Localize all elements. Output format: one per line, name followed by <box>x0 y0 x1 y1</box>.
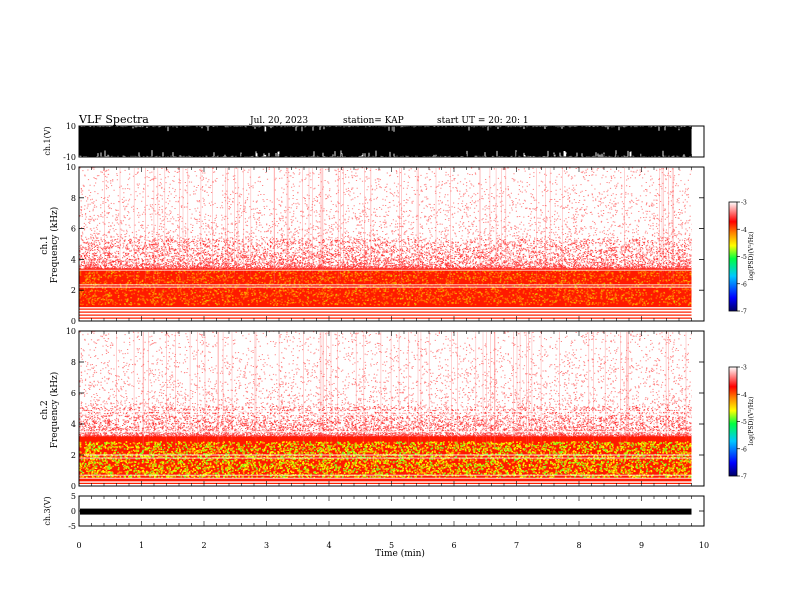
spectrogram-band-texture <box>80 269 693 306</box>
x-tick-label: 0 <box>76 541 81 550</box>
x-tick-label: 4 <box>326 541 331 550</box>
colorbar-ch2: -3 -4 -5 -6 -7 <box>728 365 747 481</box>
ch2-spectrogram-ylabel-channel: ch.2 <box>40 400 50 419</box>
x-tick-label: 8 <box>576 541 581 550</box>
y-tick-label: 6 <box>71 389 76 398</box>
x-tick-label: 5 <box>389 541 394 550</box>
ch3-waveform-ylabel: ch.3(V) <box>43 496 52 525</box>
spectrogram-noise-edge <box>79 238 693 270</box>
x-tick-label: 10 <box>699 541 709 550</box>
ch3-waveform-trace <box>80 508 692 515</box>
colorbar-tick-label: -4 <box>741 392 747 399</box>
colorbar-tick-label: -3 <box>741 200 747 207</box>
spectrogram-vertical-streaks <box>104 168 674 289</box>
colorbar-ch2-label: log(PSD)(V²/Hz) <box>748 397 755 446</box>
colorbar-tick-label: -7 <box>741 309 747 316</box>
ch1-spectrogram-ylabel-freq: Frequency (kHz) <box>49 207 60 284</box>
spectrogram-background-noise <box>79 166 693 270</box>
x-tick-label: 3 <box>264 541 269 550</box>
y-tick-label: -10 <box>63 153 76 162</box>
y-tick-label: 4 <box>71 420 76 429</box>
colorbar-ch1: -3 -4 -5 -6 -7 <box>728 200 747 316</box>
ch1-waveform-panel: 10 -10 <box>63 122 705 162</box>
station-label: station= KAP <box>343 116 404 126</box>
x-tick-label: 7 <box>514 541 519 550</box>
no-data-region <box>691 331 704 486</box>
y-tick-label: 6 <box>71 225 76 234</box>
date-label: Jul. 20, 2023 <box>249 116 308 126</box>
x-axis-label: Time (min) <box>375 548 425 559</box>
ch1-waveform-trace <box>79 126 692 157</box>
ch1-spectrogram-ylabel-channel: ch.1 <box>40 235 50 254</box>
colorbar-tick-label: -3 <box>741 365 747 372</box>
spectrogram-vertical-streaks <box>116 332 687 457</box>
colorbar-tick-label: -4 <box>741 227 747 234</box>
no-data-region <box>691 167 704 321</box>
ch3-waveform-panel: 5 0 -5 <box>68 492 705 531</box>
ch1-waveform-ylabel: ch.1(V) <box>43 126 52 155</box>
y-tick-label: 0 <box>71 482 76 491</box>
ch2-spectrogram-panel: 0 2 4 6 8 10 <box>66 327 705 491</box>
y-tick-label: 2 <box>71 451 76 460</box>
y-tick-label: 10 <box>66 122 76 131</box>
y-tick-label: 10 <box>66 327 76 336</box>
ch2-spectrogram-ylabel-freq: Frequency (kHz) <box>49 372 60 449</box>
y-tick-label: 0 <box>71 317 76 326</box>
colorbar-tick-label: -5 <box>741 254 747 261</box>
colorbar-tick-label: -7 <box>741 474 747 481</box>
y-tick-label: 2 <box>71 286 76 295</box>
x-tick-label: 1 <box>139 541 144 550</box>
colorbar-ch1-label: log(PSD)(V²/Hz) <box>748 232 755 281</box>
y-tick-label: 8 <box>71 194 76 203</box>
ch1-spectrogram-panel: 0 2 4 6 8 10 <box>66 163 705 326</box>
start-time-label: start UT = 20: 20: 1 <box>437 116 529 126</box>
x-tick-label: 6 <box>451 541 456 550</box>
colorbar-scale <box>728 366 738 477</box>
y-tick-label: 8 <box>71 358 76 367</box>
x-tick-label: 9 <box>639 541 644 550</box>
figure-title: VLF Spectra <box>78 113 149 126</box>
time-axis: 0 1 2 3 4 5 6 7 8 9 10 <box>76 541 709 550</box>
colorbar-tick-label: -6 <box>741 281 747 288</box>
y-tick-label: 10 <box>66 163 76 172</box>
x-tick-label: 2 <box>201 541 206 550</box>
y-tick-label: 0 <box>71 507 76 516</box>
y-tick-label: 4 <box>71 255 76 264</box>
y-tick-label: 5 <box>71 492 76 501</box>
y-tick-label: -5 <box>68 522 76 531</box>
colorbar-tick-label: -6 <box>741 446 747 453</box>
colorbar-tick-label: -5 <box>741 419 747 426</box>
colorbar-scale <box>728 201 738 312</box>
